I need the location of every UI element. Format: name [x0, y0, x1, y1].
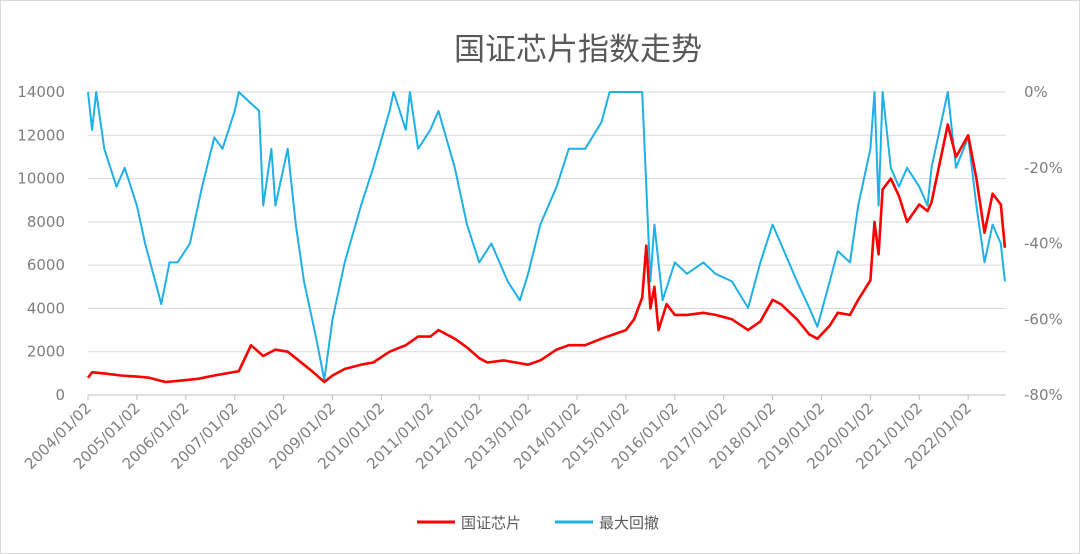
- y-right-tick-label: -40%: [1024, 235, 1063, 253]
- y-right-tick-label: 0%: [1024, 83, 1048, 101]
- y-right-tick-label: -60%: [1024, 310, 1063, 328]
- index-series-line: [86, 123, 1007, 384]
- y-left-tick-label: 2000: [27, 343, 65, 361]
- right-y-axis: -80% -60% -40% -20% 0%: [1024, 83, 1063, 404]
- series-lines: [86, 91, 1007, 384]
- y-left-tick-label: 14000: [17, 83, 65, 101]
- legend-label-index: 国证芯片: [461, 514, 521, 532]
- y-right-tick-label: -20%: [1024, 159, 1063, 177]
- left-y-axis: 0 2000 4000 6000 8000 10000 12000 14000: [17, 83, 65, 404]
- y-left-tick-label: 0: [55, 386, 65, 404]
- y-right-tick-label: -80%: [1024, 386, 1063, 404]
- y-left-tick-label: 8000: [27, 213, 65, 231]
- y-left-tick-label: 4000: [27, 299, 65, 317]
- drawdown-series-line: [87, 91, 1006, 381]
- y-left-tick-label: 6000: [27, 256, 65, 274]
- y-left-tick-label: 12000: [17, 126, 65, 144]
- chart-title: 国证芯片指数走势: [454, 32, 702, 68]
- x-axis: 2004/01/022005/01/022006/01/022007/01/02…: [21, 395, 975, 473]
- y-left-tick-label: 10000: [17, 170, 65, 188]
- legend-label-drawdown: 最大回撤: [599, 514, 659, 532]
- legend: 国证芯片 最大回撤: [417, 514, 659, 532]
